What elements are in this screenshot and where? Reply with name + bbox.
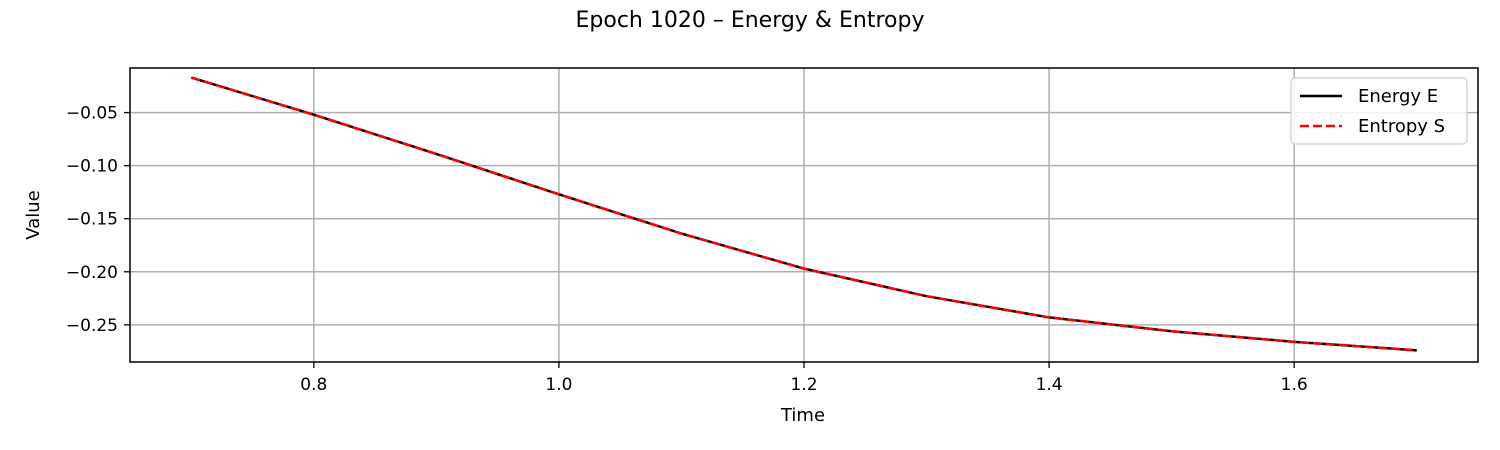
y-tick-label: −0.20	[66, 263, 118, 283]
grid-layer	[130, 68, 1478, 362]
legend-label-entropy: Entropy S	[1358, 116, 1445, 137]
chart-title: Epoch 1020 – Energy & Entropy	[576, 8, 925, 33]
x-tick-label: 0.8	[300, 375, 327, 395]
x-tick-label: 1.2	[790, 375, 817, 395]
y-tick-label: −0.05	[66, 104, 118, 124]
y-tick-label: −0.15	[66, 210, 118, 230]
y-tick-label: −0.10	[66, 157, 118, 177]
series-layer	[190, 76, 1417, 352]
x-axis-ticks: 0.8 1.0 1.2 1.4 1.6	[300, 362, 1308, 395]
y-axis-ticks: −0.05 −0.10 −0.15 −0.20 −0.25	[66, 104, 130, 336]
x-tick-label: 1.0	[545, 375, 572, 395]
x-axis-label: Time	[780, 405, 825, 426]
legend-label-energy: Energy E	[1358, 86, 1438, 107]
series-line-entropy	[190, 76, 1417, 352]
x-tick-label: 1.6	[1281, 375, 1308, 395]
y-axis-label: Value	[23, 190, 44, 239]
legend-box	[1290, 77, 1468, 145]
x-tick-label: 1.4	[1036, 375, 1063, 395]
legend: Energy E Entropy S	[1290, 77, 1468, 145]
y-tick-label: −0.25	[66, 316, 118, 336]
